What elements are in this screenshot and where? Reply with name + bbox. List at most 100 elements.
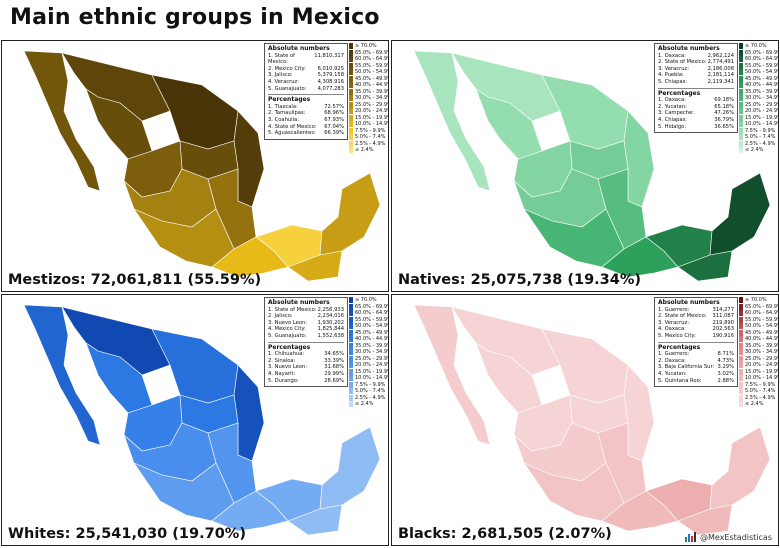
legend-swatch — [739, 310, 743, 317]
row-value: 36.79% — [714, 116, 734, 123]
legend-item: 20.0% - 24.9% — [349, 362, 388, 369]
row-label: 5. Guanajuato: — [268, 85, 307, 92]
percentage-row: 1. Chihuahua: 34.65% — [268, 351, 344, 358]
legend-swatch — [739, 108, 743, 115]
percentage-row: 5. Aguascalientes: 66.39% — [268, 130, 344, 137]
legend-item: 65.0% - 69.9% — [739, 303, 779, 311]
row-label: 4. Yucatan: — [658, 370, 687, 377]
legend-item: 10.0% - 14.9% — [739, 121, 779, 128]
legend-swatch — [739, 349, 743, 356]
row-value: 66.39% — [324, 130, 344, 137]
row-label: 1. State of Mexico: — [268, 52, 295, 66]
row-value: 4.73% — [717, 357, 734, 364]
panel-caption: Blacks: 2,681,505 (2.07%) — [398, 526, 612, 542]
row-label: 2. Tamaulipas: — [268, 110, 306, 117]
row-value: 2,234,016 — [317, 313, 344, 320]
row-label: 4. Nayarit: — [268, 370, 296, 377]
absolute-row: 3. Veracruz: 219,890 — [658, 320, 734, 327]
row-label: 3. Campeche: — [658, 110, 695, 117]
legend-swatch — [739, 368, 743, 375]
row-value: 33.39% — [324, 357, 344, 364]
legend-swatch — [349, 381, 353, 388]
legend-swatch — [349, 82, 353, 89]
stats-box: Absolute numbers 1. Guerrero: 314,277 2. St… — [654, 297, 738, 388]
legend-label: 55.0% - 59.9% — [355, 62, 389, 69]
row-label: 5. Guanajuato: — [268, 332, 307, 339]
legend-label: 7.5% - 9.9% — [355, 127, 386, 134]
legend-label: 20.0% - 24.9% — [745, 362, 779, 368]
legend-label: 65.0% - 69.9% — [355, 303, 389, 310]
mexico-map — [413, 304, 771, 536]
legend-swatch — [349, 342, 353, 349]
legend-item: 5.0% - 7.4% — [739, 134, 778, 141]
absolute-row: 2. State of Mexico: 311,087 — [658, 313, 734, 320]
legend-label: 30.0% - 34.9% — [745, 349, 779, 355]
row-value: 202,563 — [712, 326, 734, 333]
row-value: 314,277 — [712, 306, 734, 313]
row-value: 6,010,925 — [317, 65, 344, 72]
legend-label: 20.0% - 24.9% — [355, 108, 389, 114]
legend-swatch — [349, 140, 353, 147]
legend-item: 15.0% - 19.9% — [349, 369, 388, 376]
row-label: 2. State of Mexico: — [658, 59, 707, 66]
legend-item: 55.0% - 59.9% — [349, 62, 389, 70]
row-label: 2. Mexico City: — [268, 65, 306, 72]
legend-label: 45.0% - 49.9% — [355, 329, 389, 336]
legend-item: 7.5% - 9.9% — [739, 128, 778, 135]
absolute-row: 2. Jalisco: 2,234,016 — [268, 313, 344, 320]
legend-item: 5.0% - 7.4% — [349, 134, 388, 141]
map-panel: Absolute numbers 1. Oaxaca: 2,962,124 2. St… — [391, 40, 779, 292]
legend-item: 7.5% - 9.9% — [349, 127, 388, 135]
percentage-row: 3. Baja California Sur: 3.29% — [658, 364, 734, 371]
legend-label: 65.0% - 69.9% — [745, 303, 779, 310]
percentage-row: 1. Oaxaca: 69.18% — [658, 97, 734, 104]
state-region — [413, 50, 491, 192]
legend-label: 40.0% - 44.9% — [745, 336, 779, 342]
legend-label: 45.0% - 49.9% — [355, 75, 389, 82]
row-value: 65.18% — [714, 103, 734, 110]
legend-label: ≤ 2.4% — [745, 147, 764, 153]
percentage-row: 5. Quintana Roo: 2.88% — [658, 378, 734, 385]
legend-swatch — [739, 62, 743, 69]
mexico-map — [23, 50, 381, 282]
legend-label: 50.0% - 54.9% — [745, 69, 779, 75]
legend-label: 2.5% - 4.9% — [745, 140, 776, 147]
absolute-row: 4. Puebla: 2,181,114 — [658, 72, 734, 79]
legend-item: 60.0% - 64.9% — [739, 310, 778, 317]
row-value: 2,186,008 — [707, 65, 734, 72]
legend-label: 10.0% - 14.9% — [745, 121, 779, 127]
legend-swatch — [739, 375, 743, 382]
percentage-row: 5. Durango: 28.69% — [268, 378, 344, 385]
legend-swatch — [739, 121, 743, 128]
percentage-row: 4. State of Mexico: 67.04% — [268, 124, 344, 131]
legend-label: ≤ 2.4% — [745, 401, 764, 407]
row-label: 3. Nuevo Leon: — [268, 364, 308, 371]
legend-label: 55.0% - 59.9% — [355, 316, 389, 323]
legend-swatch — [349, 88, 353, 95]
row-value: 34.65% — [324, 351, 344, 358]
absolute-row: 1. Guerrero: 314,277 — [658, 307, 734, 314]
percentage-row: 4. Chiapas: 36.79% — [658, 117, 734, 124]
legend-swatch — [349, 394, 353, 401]
legend-swatch — [739, 69, 743, 76]
legend-swatch — [349, 336, 353, 343]
legend-label: 2.5% - 4.9% — [745, 394, 776, 401]
legend-item: 45.0% - 49.9% — [349, 329, 389, 337]
legend-item: 5.0% - 7.4% — [349, 388, 388, 395]
page-title: Main ethnic groups in Mexico — [10, 5, 380, 30]
absolute-row: 3. Jalisco: 5,379,158 — [268, 72, 344, 79]
row-value: 2.88% — [717, 377, 734, 384]
state-region — [287, 504, 343, 536]
legend-item: 50.0% - 54.9% — [739, 323, 778, 330]
legend-swatch — [349, 95, 353, 102]
absolute-row: 5. Guanajuato: 4,077,283 — [268, 86, 344, 93]
legend-label: 60.0% - 64.9% — [355, 56, 389, 62]
row-value: 2,962,124 — [707, 52, 734, 59]
absolute-row: 5. Mexico City: 190,916 — [658, 333, 734, 340]
legend-item: 25.0% - 29.9% — [739, 102, 778, 109]
row-label: 1. State of Mexico: — [268, 306, 317, 313]
legend-swatch — [349, 62, 353, 69]
legend-label: 10.0% - 14.9% — [355, 121, 389, 127]
legend-item: ≤ 2.4% — [739, 147, 778, 154]
legend-item: 15.0% - 19.9% — [739, 115, 778, 122]
